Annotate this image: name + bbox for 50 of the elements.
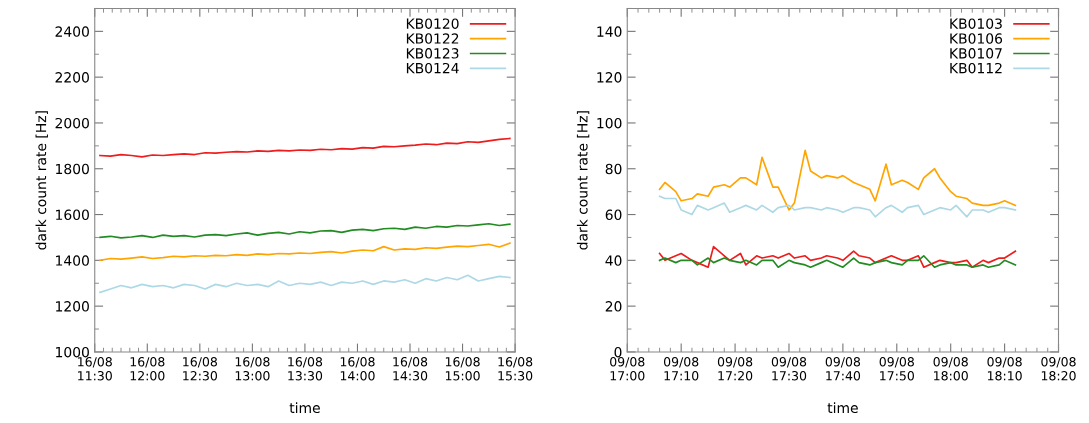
x-tick-label: 16/08 12:30 [183,357,218,381]
y-tick-label: 2200 [55,72,89,83]
y-tick-label: 140 [597,26,622,37]
y-tick-label: 40 [605,255,622,266]
y-tick-label: 1800 [56,163,89,175]
y-tick-label: 80 [605,163,622,175]
legend-label: KB0107 [950,48,1002,59]
line-series [99,274,511,294]
x-axis-title: time [827,402,858,414]
y-tick-label: 1400 [56,255,89,266]
x-tick-label: 16/08 14:00 [340,357,375,381]
x-tick-label: 09/08 18:00 [933,357,968,381]
x-tick-label: 16/08 11:30 [78,357,112,381]
y-tick-label: 100 [597,117,622,129]
y-tick-label: 60 [605,209,622,221]
legend-label: KB0122 [406,33,459,44]
x-tick-label: 16/08 13:30 [288,357,323,381]
line-series [99,137,511,158]
x-tick-label: 09/08 17:40 [825,357,861,381]
y-tick-label: 2000 [55,117,89,129]
x-tick-label: 09/08 17:20 [717,357,753,381]
x-tick-label: 16/08 15:00 [445,357,480,381]
line-series [99,242,511,262]
y-tick-label: 2400 [55,26,89,37]
x-tick-label: 09/08 18:10 [987,357,1022,381]
y-tick-label: 1000 [56,346,89,358]
legend-label: KB0106 [950,33,1003,44]
y-tick-label: 120 [597,72,622,83]
x-tick-label: 09/08 17:50 [879,357,914,381]
y-tick-label: 1600 [56,209,89,221]
x-tick-label: 16/08 15:30 [498,357,533,381]
legend-label: KB0120 [406,18,459,29]
legend-label: KB0103 [950,18,1002,29]
x-tick-label: 09/08 18:20 [1041,357,1076,381]
line-series [99,222,511,239]
y-axis-title: dark count rate [Hz] [576,111,590,250]
x-axis-title: time [289,402,320,414]
x-tick-label: 16/08 14:30 [393,357,428,381]
legend-label: KB0124 [406,62,459,74]
legend-label: KB0112 [950,62,1002,74]
x-tick-label: 09/08 17:10 [663,357,699,381]
y-tick-label: 0 [614,346,622,358]
x-tick-label: 16/08 13:00 [235,357,270,381]
x-tick-label: 16/08 12:00 [130,357,165,381]
legend-label: KB0123 [406,48,459,59]
x-tick-label: 09/08 17:30 [771,357,807,381]
y-tick-label: 1200 [56,301,89,312]
y-axis-title: dark count rate [Hz] [35,111,48,250]
y-tick-label: 20 [605,301,622,312]
x-tick-label: 09/08 17:00 [610,357,645,381]
